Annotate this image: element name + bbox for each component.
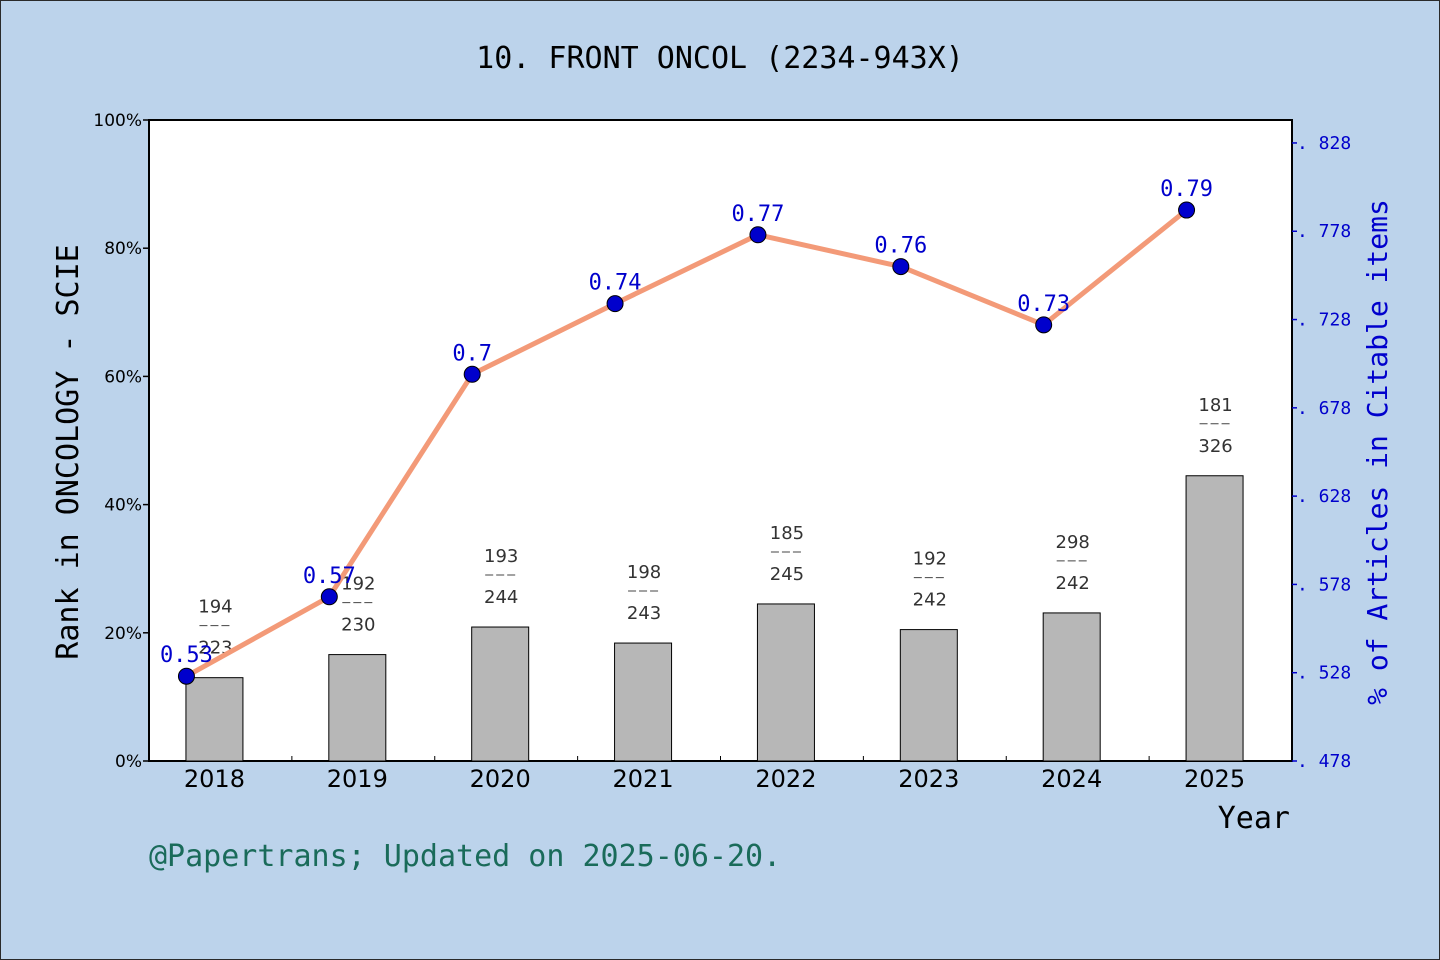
bar-fraction-top: 194 — [198, 597, 232, 618]
left-tick-label: 40% — [104, 496, 142, 516]
bar — [756, 603, 815, 762]
plot-area — [148, 119, 1293, 762]
line-marker — [606, 295, 624, 313]
right-tick-label: . 728 — [1297, 310, 1351, 331]
y-axis-left-label: Rank in ONCOLOGY - SCIE — [51, 244, 86, 659]
bar — [1185, 475, 1244, 762]
bar-fraction-top: 185 — [770, 523, 804, 544]
line-point-label: 0.57 — [303, 564, 356, 589]
line-point-label: 0.76 — [874, 234, 927, 259]
left-tick-label: 20% — [104, 624, 142, 644]
line-point-label: 0.79 — [1160, 177, 1213, 202]
line-marker — [749, 226, 767, 244]
chart-title: 10. FRONT ONCOL (2234-943X) — [476, 41, 964, 76]
line-marker — [177, 667, 195, 685]
left-tick-label: 100% — [93, 111, 142, 131]
x-tick-label: 2020 — [470, 765, 531, 793]
right-tick-label: . 528 — [1297, 663, 1351, 684]
bar — [899, 629, 958, 762]
line-marker — [463, 365, 481, 383]
bar — [471, 626, 530, 762]
bar-fraction-bottom: 326 — [1198, 436, 1232, 457]
bar-fraction-labels: 1942231922301932441982431852451922422982… — [198, 395, 1232, 659]
bar-fraction-bottom: 230 — [341, 615, 375, 636]
bar — [614, 642, 673, 762]
bar-fraction-bottom: 242 — [1056, 573, 1090, 594]
line-series — [185, 208, 1189, 679]
bar — [1042, 612, 1101, 762]
x-tick-label: 2019 — [327, 765, 388, 793]
bar-fraction-bottom: 242 — [913, 590, 947, 611]
left-axis-ticks: 0% 20% 40% 60% 80% 100% — [93, 111, 149, 772]
bar-fraction-top: 298 — [1056, 532, 1090, 553]
right-tick-label: . 478 — [1297, 751, 1351, 772]
x-tick-label: 2021 — [613, 765, 674, 793]
line-marker — [1035, 316, 1053, 334]
left-tick-label: 0% — [115, 752, 142, 772]
bar-fraction-top: 192 — [341, 574, 375, 595]
bar-fraction-top: 181 — [1198, 395, 1232, 416]
line-point-label: 0.53 — [160, 643, 213, 668]
x-axis-label: Year — [1218, 801, 1290, 836]
x-tick-label: 2023 — [898, 765, 959, 793]
footnote: @Papertrans; Updated on 2025-06-20. — [149, 839, 781, 874]
right-tick-label: . 628 — [1297, 486, 1351, 507]
x-axis-ticks: 2018 2019 2020 2021 2022 2023 2024 2025 — [184, 756, 1245, 793]
line-marker — [892, 258, 910, 276]
left-tick-label: 80% — [104, 239, 142, 259]
right-tick-label: . 578 — [1297, 574, 1351, 595]
line-path — [185, 208, 1189, 679]
line-point-labels: 0.53 0.57 0.7 0.74 0.77 0.76 0.73 0.79 — [160, 177, 1213, 668]
x-tick-label: 2022 — [755, 765, 816, 793]
right-tick-label: . 828 — [1297, 133, 1351, 154]
bar — [328, 654, 387, 762]
x-tick-label: 2018 — [184, 765, 245, 793]
line-point-label: 0.77 — [731, 202, 784, 227]
line-markers — [177, 201, 1196, 685]
line-point-label: 0.73 — [1017, 292, 1070, 317]
y-axis-right-label: % of Articles in Citable items — [1361, 199, 1394, 705]
bar-fraction-bottom: 244 — [484, 587, 518, 608]
bar-fraction-bottom: 245 — [770, 564, 804, 585]
x-tick-label: 2024 — [1041, 765, 1102, 793]
line-point-label: 0.74 — [589, 271, 642, 296]
bar-series — [185, 475, 1244, 762]
bar — [185, 677, 244, 762]
x-tick-label: 2025 — [1184, 765, 1245, 793]
line-marker — [320, 588, 338, 606]
bar-fraction-top: 198 — [627, 562, 661, 583]
line-point-label: 0.7 — [452, 341, 492, 366]
right-tick-label: . 778 — [1297, 221, 1351, 242]
left-tick-label: 60% — [104, 367, 142, 387]
right-axis-ticks: . 478 . 528 . 578 . 628 . 678 . 728 . 778 . 828 — [1292, 133, 1351, 772]
bar-fraction-top: 193 — [484, 546, 518, 567]
right-tick-label: . 678 — [1297, 398, 1351, 419]
line-marker — [1178, 201, 1196, 219]
bar-fraction-bottom: 243 — [627, 603, 661, 624]
bar-fraction-top: 192 — [913, 549, 947, 570]
